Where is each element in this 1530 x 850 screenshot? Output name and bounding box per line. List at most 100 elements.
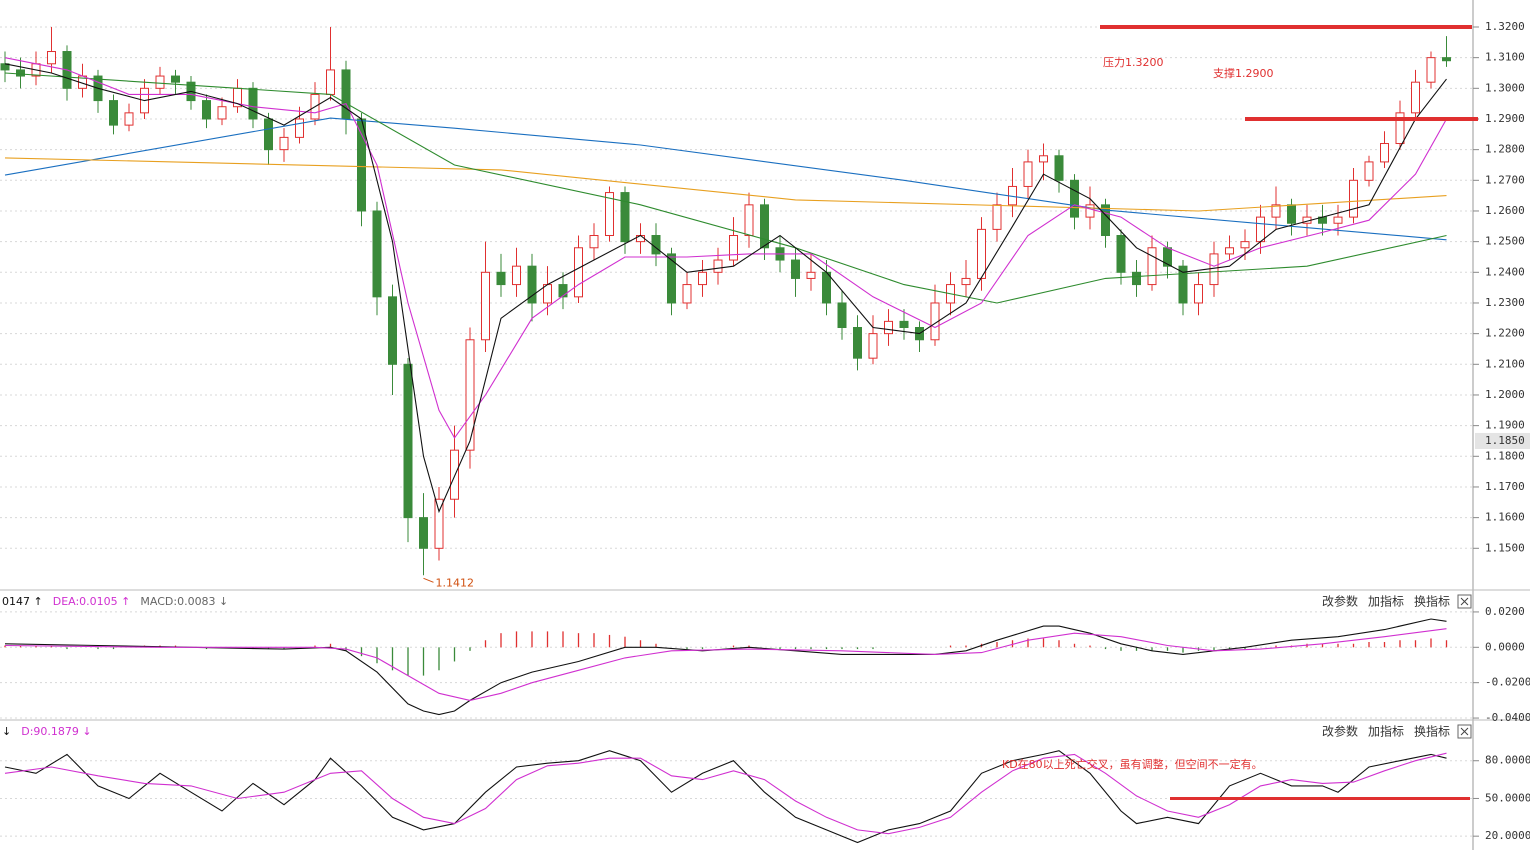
y-tick-label: 1.1600 — [1485, 511, 1525, 524]
candle-body — [744, 204, 754, 237]
candle-body — [1395, 112, 1405, 145]
y-tick-label: 1.1900 — [1485, 419, 1525, 432]
y-tick-label: 1.2400 — [1485, 265, 1525, 278]
y-tick-label: -0.0200 — [1485, 676, 1530, 689]
indicator-header: D:90.1879 ↓ — [21, 725, 91, 738]
candle-body — [1054, 155, 1064, 181]
level-annotation: 压力1.3200 — [1103, 56, 1164, 69]
candle-body — [527, 265, 537, 304]
y-tick-label: -0.0400 — [1485, 711, 1530, 724]
y-tick-label: 1.1800 — [1485, 449, 1525, 462]
indicator-header: ↓ — [2, 725, 11, 738]
close-icon — [1460, 727, 1469, 736]
candle-body — [620, 192, 630, 243]
close-icon — [1460, 597, 1469, 606]
candle-body — [1333, 216, 1343, 224]
candle-body — [1225, 247, 1234, 255]
candle-body — [1380, 143, 1389, 163]
candle-body — [372, 210, 382, 298]
candle-body — [171, 75, 180, 83]
candle-body — [388, 296, 397, 365]
candle-body — [651, 235, 661, 255]
candle-body — [868, 333, 878, 359]
candle-body — [496, 271, 506, 286]
toolbar-button[interactable]: 加指标 — [1368, 724, 1404, 739]
y-tick-label: 1.1700 — [1485, 480, 1525, 493]
candle-body — [419, 517, 428, 549]
kd-note: KD在80以上死亡交叉，虽有调整，但空间不一定有。 — [1002, 757, 1263, 771]
low-label: 1.1412 — [436, 576, 475, 589]
toolbar-button[interactable]: 改参数 — [1322, 724, 1358, 739]
y-tick-label: 0.0200 — [1485, 605, 1525, 618]
candle-body — [837, 302, 847, 329]
indicator-line — [4, 157, 1447, 212]
candle-body — [1178, 265, 1188, 304]
candle-body — [341, 69, 351, 120]
candle-body — [248, 87, 258, 120]
candle-body — [667, 253, 676, 304]
candle-body — [264, 118, 273, 151]
candle-body — [605, 192, 614, 237]
candle-body — [326, 69, 335, 95]
toolbar-button[interactable]: 加指标 — [1368, 594, 1404, 609]
candle-body — [853, 327, 862, 359]
candle-body — [698, 271, 707, 286]
candle-body — [899, 320, 909, 329]
y-tick-label: 1.2800 — [1485, 143, 1525, 156]
level-annotation: 支撑1.2900 — [1213, 66, 1274, 80]
toolbar-button[interactable]: 改参数 — [1322, 594, 1358, 609]
candle-body — [1411, 81, 1420, 114]
candle-body — [1240, 241, 1250, 249]
candle-body — [403, 363, 413, 519]
candle-body — [822, 271, 831, 304]
candle-body — [558, 284, 568, 298]
candle-body — [450, 449, 459, 500]
y-tick-label: 1.2900 — [1485, 112, 1525, 125]
candle-body — [279, 136, 289, 151]
candle-body — [1085, 204, 1095, 218]
candle-body — [202, 100, 211, 120]
y-tick-label: 1.3000 — [1485, 81, 1525, 94]
toolbar-button[interactable]: 换指标 — [1414, 724, 1450, 739]
low-pointer — [423, 577, 434, 583]
indicator-header: DEA:0.0105 ↑ — [53, 595, 131, 608]
candle-body — [729, 235, 738, 261]
candle-body — [543, 284, 552, 304]
candle-body — [1364, 161, 1374, 181]
y-tick-label: 1.2100 — [1485, 357, 1525, 370]
candle-body — [977, 228, 986, 279]
indicator-line — [4, 57, 1447, 439]
indicator-line — [4, 63, 1447, 514]
y-tick-label: 0.0000 — [1485, 640, 1525, 653]
indicator-line — [4, 72, 1447, 304]
candle-body — [481, 271, 490, 341]
candle-body — [1163, 247, 1172, 267]
candle-body — [1194, 284, 1203, 304]
candle-body — [0, 63, 10, 71]
candle-body — [1147, 247, 1157, 286]
candle-body — [47, 51, 56, 65]
y-tick-label: 1.2000 — [1485, 388, 1525, 401]
y-tick-label: 1.2600 — [1485, 204, 1525, 217]
candle-body — [357, 118, 366, 212]
toolbar-button[interactable]: 换指标 — [1414, 594, 1450, 609]
candle-body — [1209, 253, 1219, 286]
candle-body — [682, 284, 692, 304]
y-tick-label: 1.3100 — [1485, 51, 1525, 64]
candle-body — [1442, 57, 1451, 62]
y-tick-label: 1.1500 — [1485, 541, 1525, 554]
candle-body — [1132, 271, 1141, 286]
candle-body — [512, 265, 521, 286]
candle-body — [434, 498, 444, 549]
candle-body — [1426, 57, 1436, 83]
candle-body — [16, 69, 25, 77]
candle-body — [465, 339, 475, 451]
candle-body — [1023, 161, 1033, 187]
y-tick-label: 1.2700 — [1485, 173, 1525, 186]
candle-body — [1070, 179, 1079, 218]
candle-body — [1039, 155, 1048, 163]
indicator-line — [4, 750, 1447, 844]
candle-body — [295, 118, 304, 138]
